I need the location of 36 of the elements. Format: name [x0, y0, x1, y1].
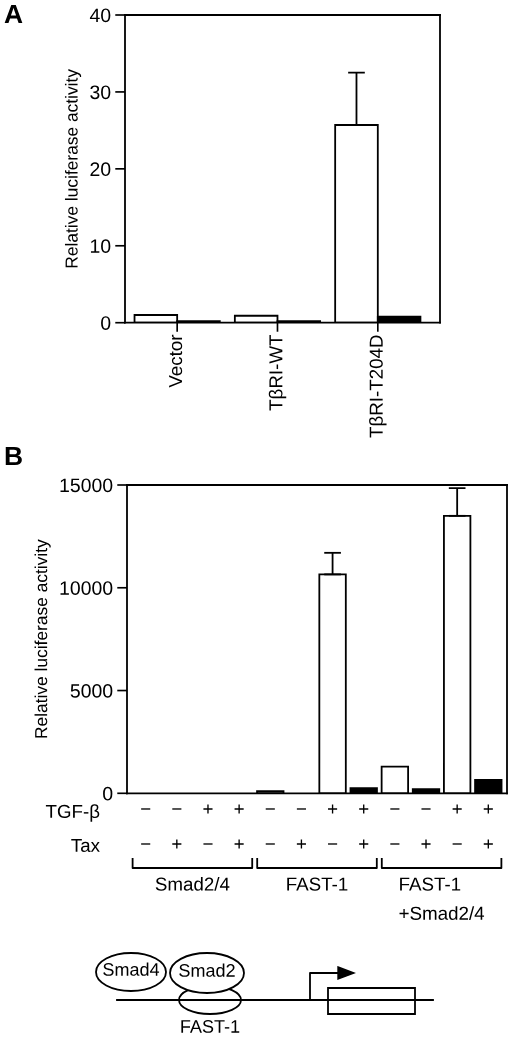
category-label: − +: [421, 808, 431, 849]
y-tick-label: 15000: [60, 478, 113, 493]
x-tick-label: TβRI-T204D: [369, 335, 387, 438]
x-tick-label: TβRI-WT: [268, 334, 287, 411]
y-tick-label: 40: [89, 8, 111, 23]
y-tick-label: 30: [90, 85, 111, 100]
category-label: + −: [203, 804, 213, 845]
category-label: + +: [483, 804, 493, 849]
text: Smad2/4: [155, 877, 230, 891]
y-tick-label: 5000: [70, 684, 113, 698]
category-label: − −: [265, 808, 275, 845]
category-label: − +: [296, 808, 306, 849]
text: TGF-β: [45, 804, 100, 822]
category-label: + +: [359, 804, 369, 849]
text: FAST-1: [181, 1020, 240, 1033]
y-tick-label: 10000: [60, 581, 113, 595]
x-tick-label: Vector: [169, 334, 183, 388]
text: FAST-1 +Smad2/4: [399, 877, 485, 920]
y-axis-title: Relative luciferase activity: [34, 539, 51, 738]
chart-title: B: [5, 446, 22, 466]
text: Smad4: [103, 962, 160, 976]
category-label: − +: [172, 808, 182, 849]
y-tick-label: 0: [101, 316, 111, 330]
y-tick-label: 20: [90, 162, 111, 177]
category-label: + +: [234, 804, 244, 849]
category-label: + −: [328, 804, 338, 845]
chart-title: A: [4, 4, 23, 24]
text: Smad2: [179, 963, 235, 977]
category-label: − −: [141, 808, 151, 845]
y-axis-title: Relative luciferase activity: [64, 69, 82, 268]
y-tick-label: 0: [103, 786, 113, 801]
text: FAST-1: [287, 877, 348, 891]
category-label: + −: [452, 804, 462, 845]
y-tick-label: 10: [90, 239, 111, 254]
text: Tax: [71, 838, 100, 853]
category-label: − −: [390, 808, 400, 845]
